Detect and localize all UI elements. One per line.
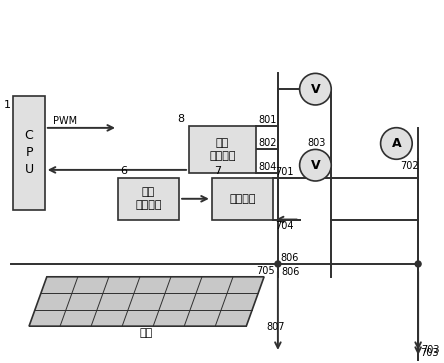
Text: 703: 703 <box>420 348 439 358</box>
Polygon shape <box>29 277 264 326</box>
Circle shape <box>381 128 412 159</box>
Text: 806: 806 <box>281 253 299 263</box>
Text: V: V <box>311 83 320 96</box>
Text: 802: 802 <box>258 138 277 148</box>
Text: V: V <box>311 159 320 172</box>
Text: 801: 801 <box>258 115 277 125</box>
Circle shape <box>300 73 331 105</box>
Text: 803: 803 <box>308 138 326 148</box>
Text: 702: 702 <box>400 161 419 171</box>
Bar <box>13 96 45 210</box>
Circle shape <box>300 150 331 181</box>
Text: 703: 703 <box>421 345 440 355</box>
Text: 704: 704 <box>275 220 293 231</box>
Text: 701: 701 <box>275 167 293 177</box>
Bar <box>189 126 256 173</box>
Text: 信号
发生电路: 信号 发生电路 <box>135 187 162 211</box>
Bar <box>118 178 179 220</box>
Text: 信号
采集电路: 信号 采集电路 <box>209 138 236 161</box>
Text: 1: 1 <box>4 100 10 110</box>
Text: 804: 804 <box>258 162 277 172</box>
Text: A: A <box>392 137 401 150</box>
Text: 地网: 地网 <box>140 328 153 338</box>
Text: C
P
U: C P U <box>24 129 34 176</box>
Bar <box>212 178 273 220</box>
Text: PWM: PWM <box>53 116 77 126</box>
Circle shape <box>275 261 281 267</box>
Circle shape <box>415 261 421 267</box>
Text: 8: 8 <box>177 114 184 124</box>
Text: 806: 806 <box>282 267 300 277</box>
Text: 7: 7 <box>214 166 221 176</box>
Text: 6: 6 <box>120 166 127 176</box>
Text: 705: 705 <box>256 266 275 276</box>
Text: 升压电路: 升压电路 <box>229 194 256 204</box>
Text: 807: 807 <box>266 322 285 332</box>
